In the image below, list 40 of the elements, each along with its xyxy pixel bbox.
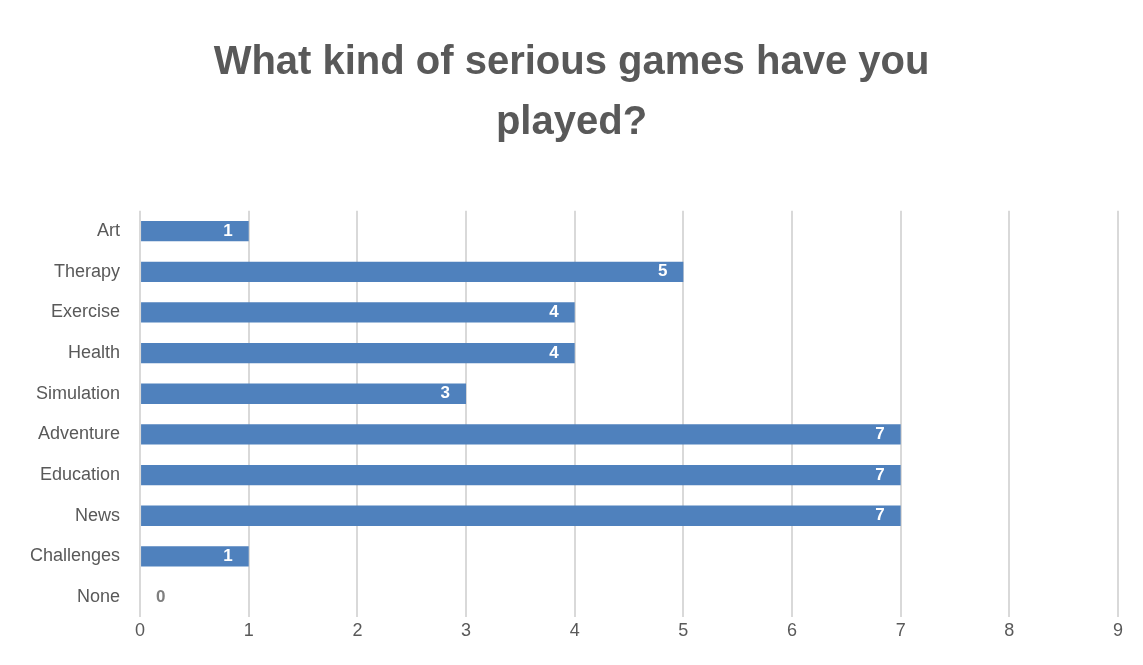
bar: [141, 424, 901, 445]
bar: [141, 383, 467, 404]
data-label: 7: [875, 424, 885, 444]
y-tick-label: Health: [68, 342, 121, 363]
data-label: 0: [156, 586, 166, 606]
y-tick-label: None: [77, 586, 121, 607]
x-tick-label: 3: [461, 620, 472, 641]
x-tick-label: 4: [569, 620, 580, 641]
bar: [141, 464, 901, 486]
x-tick-label: 2: [352, 620, 363, 641]
bar: [141, 546, 249, 567]
x-tick-label: 6: [787, 620, 798, 641]
x-tick-label: 1: [243, 620, 254, 641]
x-tick-label: 8: [1004, 620, 1015, 641]
data-label: 7: [875, 505, 885, 525]
chart-title: What kind of serious games have you played?: [212, 37, 931, 144]
y-tick-label: Simulation: [36, 382, 121, 403]
data-label: 1: [223, 546, 233, 566]
x-tick-label: 5: [678, 620, 689, 641]
x-tick-label: 9: [1112, 620, 1124, 641]
y-tick-label: Exercise: [51, 301, 121, 322]
bar: [141, 342, 575, 364]
y-tick-label: Education: [40, 464, 121, 485]
bar: [141, 302, 575, 323]
y-tick-label: News: [75, 504, 121, 525]
data-label: 3: [440, 383, 451, 403]
data-label: 4: [549, 302, 560, 322]
x-tick-label: 0: [135, 620, 146, 641]
y-tick-label: Challenges: [30, 545, 121, 566]
y-tick-label: Art: [97, 220, 121, 241]
y-tick-label: Adventure: [38, 423, 121, 444]
data-label: 7: [875, 464, 885, 484]
x-tick-label: 7: [895, 620, 906, 641]
bar: [141, 505, 901, 526]
y-tick-label: Therapy: [54, 260, 121, 281]
data-label: 5: [657, 261, 668, 281]
bar: [141, 220, 249, 242]
data-label: 1: [223, 220, 233, 240]
bar: [141, 261, 684, 282]
data-label: 4: [549, 342, 560, 362]
